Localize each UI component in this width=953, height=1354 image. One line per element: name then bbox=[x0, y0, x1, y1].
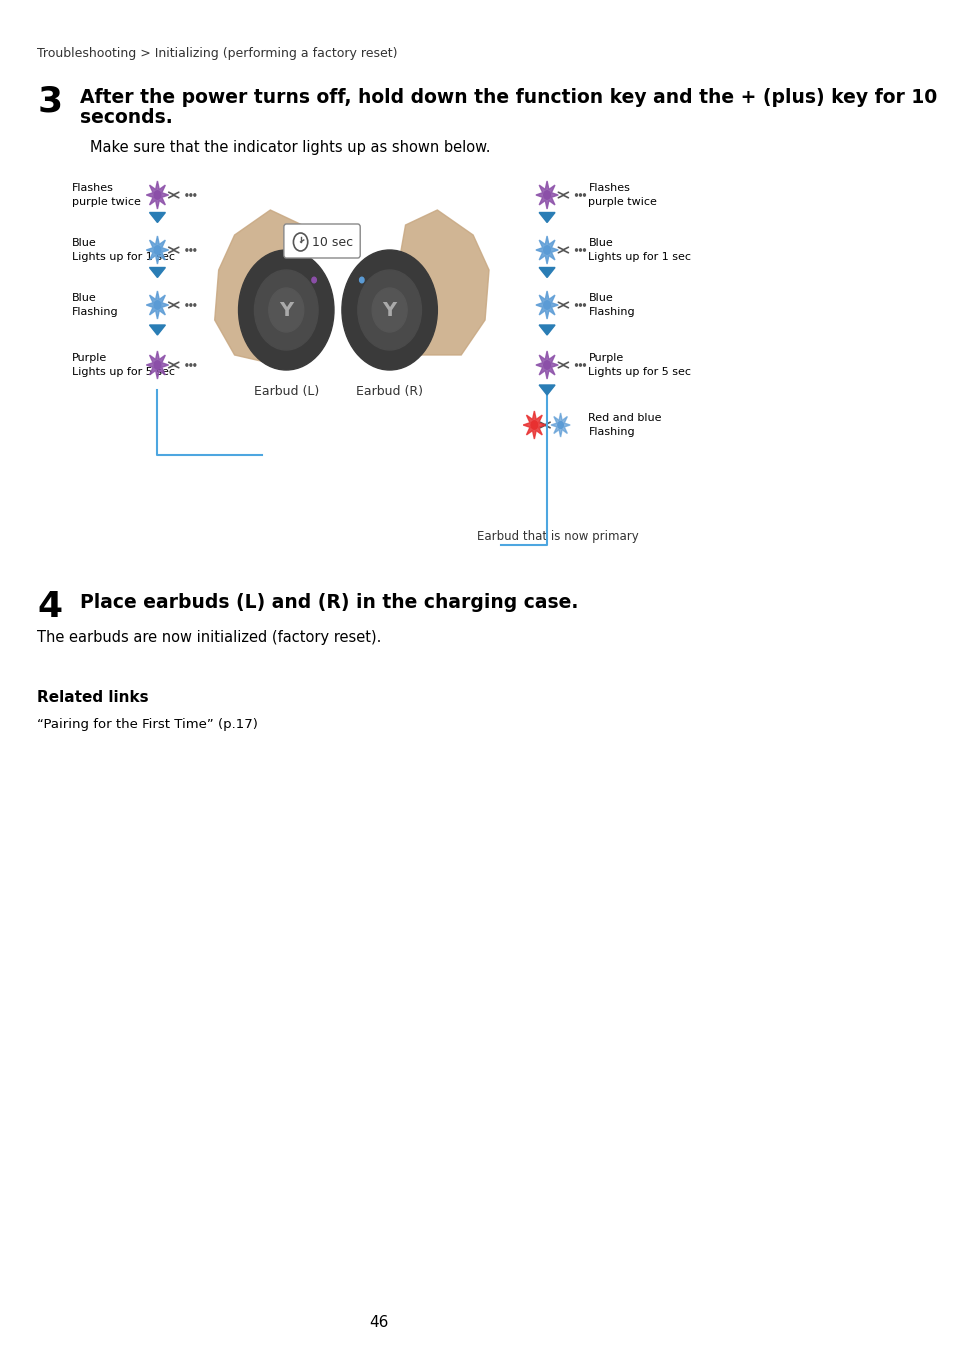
Text: Related links: Related links bbox=[37, 691, 149, 705]
Polygon shape bbox=[354, 269, 370, 290]
Polygon shape bbox=[538, 385, 555, 395]
Circle shape bbox=[186, 364, 188, 366]
Circle shape bbox=[583, 364, 585, 366]
Circle shape bbox=[543, 360, 550, 370]
Circle shape bbox=[238, 250, 334, 370]
Circle shape bbox=[193, 303, 195, 306]
Circle shape bbox=[186, 249, 188, 252]
Circle shape bbox=[154, 360, 161, 370]
Polygon shape bbox=[536, 236, 558, 264]
Circle shape bbox=[578, 364, 580, 366]
Polygon shape bbox=[538, 213, 555, 222]
Circle shape bbox=[254, 269, 317, 349]
Circle shape bbox=[154, 246, 161, 255]
Circle shape bbox=[575, 303, 577, 306]
Polygon shape bbox=[536, 291, 558, 320]
Circle shape bbox=[193, 249, 195, 252]
Circle shape bbox=[372, 288, 407, 332]
Circle shape bbox=[531, 421, 537, 429]
Polygon shape bbox=[146, 236, 169, 264]
Circle shape bbox=[186, 303, 188, 306]
Circle shape bbox=[578, 303, 580, 306]
Polygon shape bbox=[150, 268, 165, 278]
Polygon shape bbox=[536, 181, 558, 209]
Text: The earbuds are now initialized (factory reset).: The earbuds are now initialized (factory… bbox=[37, 630, 381, 645]
Circle shape bbox=[575, 364, 577, 366]
Circle shape bbox=[190, 364, 192, 366]
Polygon shape bbox=[214, 210, 310, 366]
Text: Blue
Lights up for 1 sec: Blue Lights up for 1 sec bbox=[588, 238, 691, 261]
Polygon shape bbox=[389, 210, 489, 355]
Circle shape bbox=[583, 249, 585, 252]
Circle shape bbox=[190, 303, 192, 306]
Polygon shape bbox=[150, 213, 165, 222]
Polygon shape bbox=[538, 325, 555, 334]
Text: “Pairing for the First Time” (p.17): “Pairing for the First Time” (p.17) bbox=[37, 718, 258, 731]
Circle shape bbox=[357, 269, 421, 349]
Circle shape bbox=[190, 249, 192, 252]
Text: Troubleshooting > Initializing (performing a factory reset): Troubleshooting > Initializing (performi… bbox=[37, 47, 397, 60]
Polygon shape bbox=[146, 291, 169, 320]
Polygon shape bbox=[536, 351, 558, 379]
Circle shape bbox=[575, 194, 577, 196]
Text: Red and blue
Flashing: Red and blue Flashing bbox=[588, 413, 661, 436]
Circle shape bbox=[154, 301, 161, 309]
Circle shape bbox=[543, 246, 550, 255]
Circle shape bbox=[186, 194, 188, 196]
Circle shape bbox=[578, 194, 580, 196]
Text: Earbud (R): Earbud (R) bbox=[355, 385, 423, 398]
Text: Earbud that is now primary: Earbud that is now primary bbox=[476, 529, 639, 543]
Circle shape bbox=[543, 191, 550, 199]
Text: Earbud (L): Earbud (L) bbox=[253, 385, 318, 398]
Text: Purple
Lights up for 5 sec: Purple Lights up for 5 sec bbox=[71, 353, 174, 376]
Circle shape bbox=[575, 249, 577, 252]
Text: Flashes
purple twice: Flashes purple twice bbox=[71, 183, 140, 207]
Text: 46: 46 bbox=[369, 1315, 389, 1330]
Circle shape bbox=[269, 288, 303, 332]
Polygon shape bbox=[551, 413, 570, 437]
Text: Flashes
purple twice: Flashes purple twice bbox=[588, 183, 657, 207]
Text: seconds.: seconds. bbox=[79, 108, 172, 127]
Text: Y: Y bbox=[279, 301, 293, 320]
Polygon shape bbox=[146, 351, 169, 379]
Circle shape bbox=[193, 364, 195, 366]
Text: 3: 3 bbox=[37, 85, 63, 119]
Circle shape bbox=[578, 249, 580, 252]
Polygon shape bbox=[146, 181, 169, 209]
Polygon shape bbox=[538, 268, 555, 278]
Text: Place earbuds (L) and (R) in the charging case.: Place earbuds (L) and (R) in the chargin… bbox=[79, 593, 578, 612]
Text: Purple
Lights up for 5 sec: Purple Lights up for 5 sec bbox=[588, 353, 691, 376]
Circle shape bbox=[558, 421, 563, 428]
Polygon shape bbox=[306, 269, 322, 290]
Polygon shape bbox=[150, 325, 165, 334]
Text: Make sure that the indicator lights up as shown below.: Make sure that the indicator lights up a… bbox=[90, 139, 490, 154]
FancyBboxPatch shape bbox=[284, 223, 360, 259]
Text: Blue
Flashing: Blue Flashing bbox=[71, 294, 118, 317]
Text: Y: Y bbox=[382, 301, 396, 320]
Polygon shape bbox=[522, 412, 545, 439]
Text: After the power turns off, hold down the function key and the + (plus) key for 1: After the power turns off, hold down the… bbox=[79, 88, 936, 107]
Circle shape bbox=[359, 278, 364, 283]
Circle shape bbox=[193, 194, 195, 196]
Text: 4: 4 bbox=[37, 590, 63, 624]
Circle shape bbox=[341, 250, 436, 370]
Circle shape bbox=[543, 301, 550, 309]
Text: 10 sec: 10 sec bbox=[312, 236, 353, 249]
Text: Blue
Flashing: Blue Flashing bbox=[588, 294, 635, 317]
Circle shape bbox=[190, 194, 192, 196]
Circle shape bbox=[312, 278, 316, 283]
Circle shape bbox=[583, 194, 585, 196]
Text: Blue
Lights up for 1 sec: Blue Lights up for 1 sec bbox=[71, 238, 174, 261]
Circle shape bbox=[154, 191, 161, 199]
Circle shape bbox=[583, 303, 585, 306]
